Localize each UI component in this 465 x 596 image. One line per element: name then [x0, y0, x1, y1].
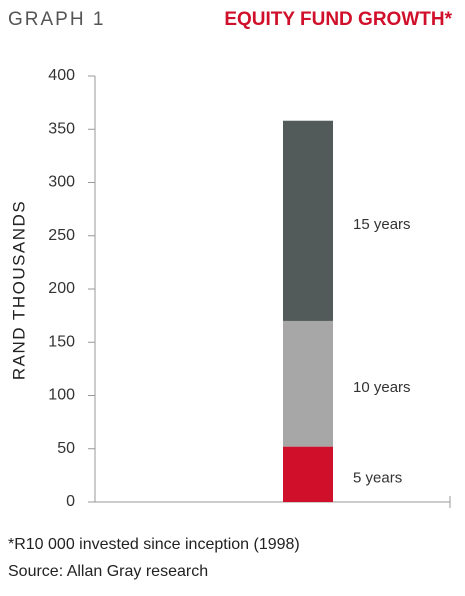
segment-label: 10 years [353, 379, 411, 396]
y-tick-label: 200 [48, 280, 75, 297]
y-tick-label: 250 [48, 227, 75, 244]
y-tick-label: 150 [48, 333, 75, 350]
y-tick-label: 100 [48, 387, 75, 404]
source: Source: Allan Gray research [8, 563, 208, 580]
graph-label: GRAPH 1 [8, 9, 105, 30]
segment-label: 15 years [353, 216, 411, 233]
bar-segment [283, 446, 333, 502]
bar-segment [283, 120, 333, 321]
footnote: *R10 000 invested since inception (1998) [8, 536, 300, 553]
y-tick-label: 50 [57, 440, 75, 457]
segment-label: 5 years [353, 469, 402, 486]
y-axis-label: RAND THOUSANDS [9, 200, 28, 380]
y-tick-label: 0 [66, 493, 75, 510]
y-tick-label: 400 [48, 67, 75, 84]
bar-segment [283, 320, 333, 447]
y-tick-label: 350 [48, 120, 75, 137]
chart-title: EQUITY FUND GROWTH* [224, 9, 452, 30]
y-tick-label: 300 [48, 174, 75, 191]
